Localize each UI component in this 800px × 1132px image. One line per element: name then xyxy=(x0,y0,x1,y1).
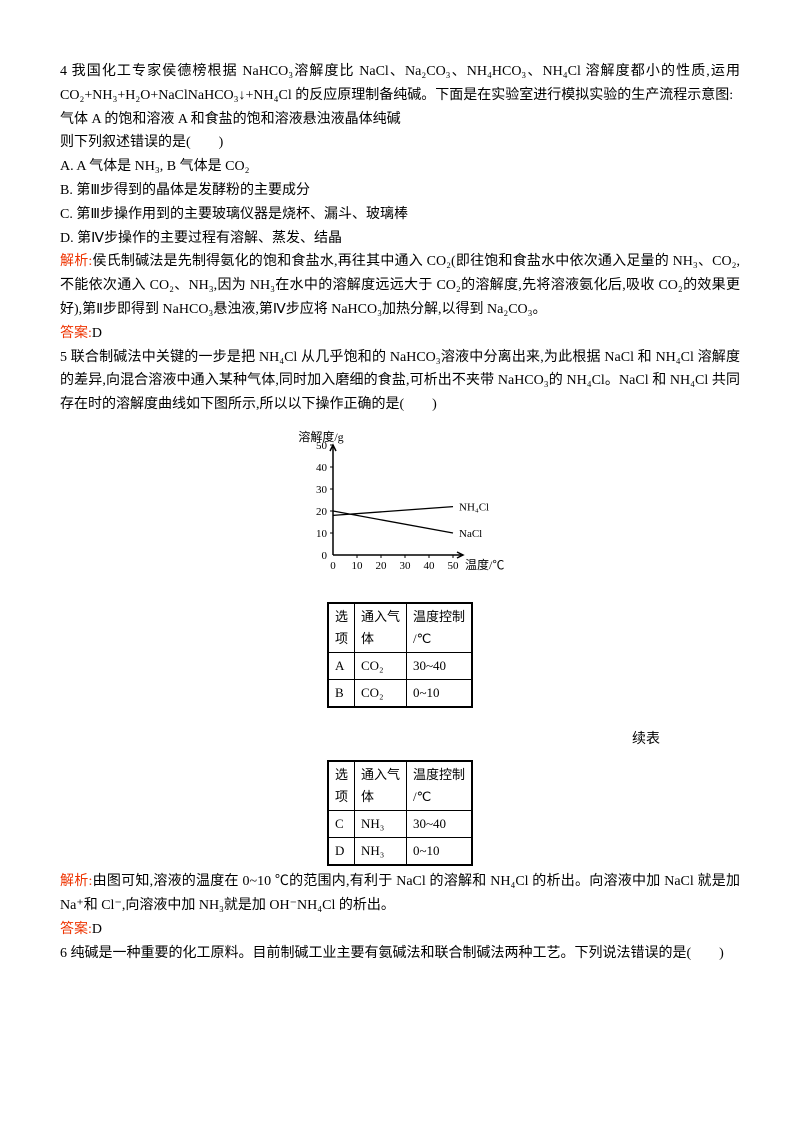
q4-stem: 则下列叙述错误的是( ) xyxy=(60,131,740,155)
q4-intro: 4 我国化工专家侯德榜根据 NaHCO₃溶解度比 NaCl、Na₂CO₃、NH₄… xyxy=(60,60,740,108)
svg-text:20: 20 xyxy=(316,506,328,518)
q4-opt-a: A. A 气体是 NH₃, B 气体是 CO₂ xyxy=(60,155,740,179)
svg-text:温度/℃: 温度/℃ xyxy=(465,557,504,572)
q4-opt-c: C. 第Ⅲ步操作用到的主要玻璃仪器是烧杯、漏斗、玻璃棒 xyxy=(60,203,740,227)
svg-text:NaCl: NaCl xyxy=(459,528,482,540)
q4-number: 4 xyxy=(60,64,67,79)
q4-analysis: 解析:侯氏制碱法是先制得氨化的饱和食盐水,再往其中通入 CO₂(即往饱和食盐水中… xyxy=(60,250,740,321)
svg-text:10: 10 xyxy=(352,560,364,572)
q5-analysis: 解析:由图可知,溶液的温度在 0~10 ℃的范围内,有利于 NaCl 的溶解和 … xyxy=(60,870,740,918)
q4-flow: 气体 A 的饱和溶液 A 和食盐的饱和溶液悬浊液晶体纯碱 xyxy=(60,108,740,132)
options-table-1: 选项通入气体温度控制/℃ACO₂30~40BCO₂0~10 xyxy=(60,602,740,708)
q5-number: 5 xyxy=(60,350,67,365)
svg-text:0: 0 xyxy=(322,550,328,562)
answer-label: 答案: xyxy=(60,326,92,341)
svg-text:NH₄Cl: NH₄Cl xyxy=(459,502,489,514)
svg-text:20: 20 xyxy=(376,560,388,572)
q4-opt-b: B. 第Ⅲ步得到的晶体是发酵粉的主要成分 xyxy=(60,179,740,203)
answer-label: 答案: xyxy=(60,922,92,937)
svg-text:50: 50 xyxy=(316,440,328,452)
analysis-label: 解析: xyxy=(60,254,92,269)
continue-label: 续表 xyxy=(60,728,740,752)
svg-text:10: 10 xyxy=(316,528,328,540)
svg-text:40: 40 xyxy=(316,462,328,474)
solubility-chart: 溶解度/g1020304050010203040500温度/℃NH₄ClNaCl xyxy=(60,425,740,594)
q5-answer: 答案:D xyxy=(60,918,740,942)
chart-svg: 溶解度/g1020304050010203040500温度/℃NH₄ClNaCl xyxy=(285,425,515,585)
q5-intro: 5 联合制碱法中关键的一步是把 NH₄Cl 从几乎饱和的 NaHCO₃溶液中分离… xyxy=(60,346,740,417)
svg-text:50: 50 xyxy=(448,560,460,572)
options-table-2: 选项通入气体温度控制/℃CNH₃30~40DNH₃0~10 xyxy=(60,760,740,866)
svg-text:30: 30 xyxy=(400,560,412,572)
analysis-label: 解析: xyxy=(60,874,92,889)
q4-opt-d: D. 第Ⅳ步操作的主要过程有溶解、蒸发、结晶 xyxy=(60,227,740,251)
q4-answer: 答案:D xyxy=(60,322,740,346)
svg-text:40: 40 xyxy=(424,560,436,572)
svg-text:0: 0 xyxy=(330,560,336,572)
q6-intro: 6 纯碱是一种重要的化工原料。目前制碱工业主要有氨碱法和联合制碱法两种工艺。下列… xyxy=(60,942,740,966)
svg-text:30: 30 xyxy=(316,484,328,496)
q6-number: 6 xyxy=(60,946,67,961)
